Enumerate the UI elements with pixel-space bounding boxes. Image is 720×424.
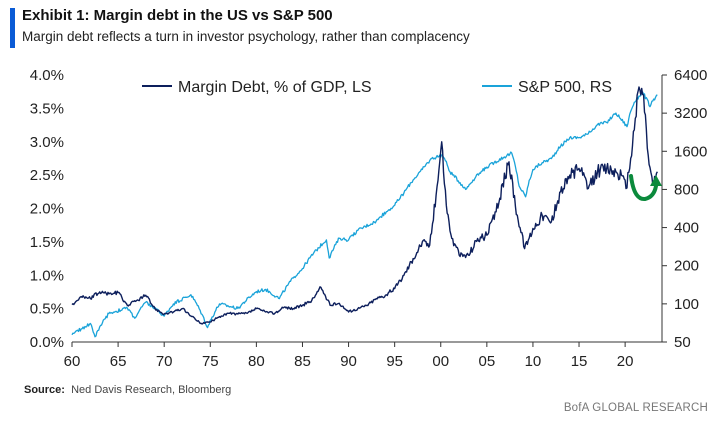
x-tick-label: 95	[386, 353, 403, 370]
x-tick-label: 65	[110, 353, 127, 370]
chart-title: Exhibit 1: Margin debt in the US vs S&P …	[22, 7, 333, 24]
turnaround-arrow-head	[650, 175, 662, 186]
y-left-tick-label: 3.5%	[30, 100, 64, 117]
x-tick-label: 00	[432, 353, 449, 370]
sp500-series-line	[71, 91, 658, 338]
y-right-tick-label: 800	[674, 181, 699, 198]
y-right-tick-label: 6400	[674, 67, 707, 84]
y-left-tick-label: 2.5%	[30, 167, 64, 184]
source-text: Ned Davis Research, Bloomberg	[71, 384, 232, 396]
y-right-tick-label: 1600	[674, 143, 707, 160]
legend-label-margin-debt: Margin Debt, % of GDP, LS	[178, 79, 372, 96]
y-right-tick-label: 3200	[674, 105, 707, 122]
x-tick-label: 75	[202, 353, 219, 370]
y-left-tick-label: 3.0%	[30, 134, 64, 151]
chart-subtitle: Margin debt reflects a turn in investor …	[22, 29, 470, 44]
source-label: Source:	[24, 384, 65, 396]
source-note: Source: Ned Davis Research, Bloomberg	[24, 384, 231, 396]
x-tick-label: 10	[525, 353, 542, 370]
y-left-tick-label: 1.5%	[30, 234, 64, 251]
margin-debt-series-line	[71, 86, 658, 325]
x-tick-label: 90	[340, 353, 357, 370]
x-tick-label: 85	[294, 353, 311, 370]
x-tick-label: 70	[156, 353, 173, 370]
x-tick-label: 80	[248, 353, 265, 370]
y-right-tick-label: 50	[674, 334, 691, 351]
y-left-tick-label: 0.5%	[30, 301, 64, 318]
x-tick-label: 15	[571, 353, 588, 370]
y-right-tick-label: 200	[674, 258, 699, 275]
x-tick-label: 20	[617, 353, 634, 370]
turnaround-arrow-icon	[629, 174, 662, 201]
y-right-tick-label: 400	[674, 220, 699, 237]
x-tick-label: 05	[479, 353, 496, 370]
legend-label-sp500: S&P 500, RS	[518, 79, 612, 96]
brand-label: BofA GLOBAL RESEARCH	[563, 402, 708, 414]
title-accent-bar	[10, 8, 15, 48]
turnaround-arrow-stroke	[629, 174, 658, 201]
y-left-tick-label: 4.0%	[30, 67, 64, 84]
y-left-tick-label: 2.0%	[30, 201, 64, 218]
y-right-tick-label: 100	[674, 296, 699, 313]
y-left-tick-label: 1.0%	[30, 267, 64, 284]
x-tick-label: 60	[64, 353, 81, 370]
y-left-tick-label: 0.0%	[30, 334, 64, 351]
